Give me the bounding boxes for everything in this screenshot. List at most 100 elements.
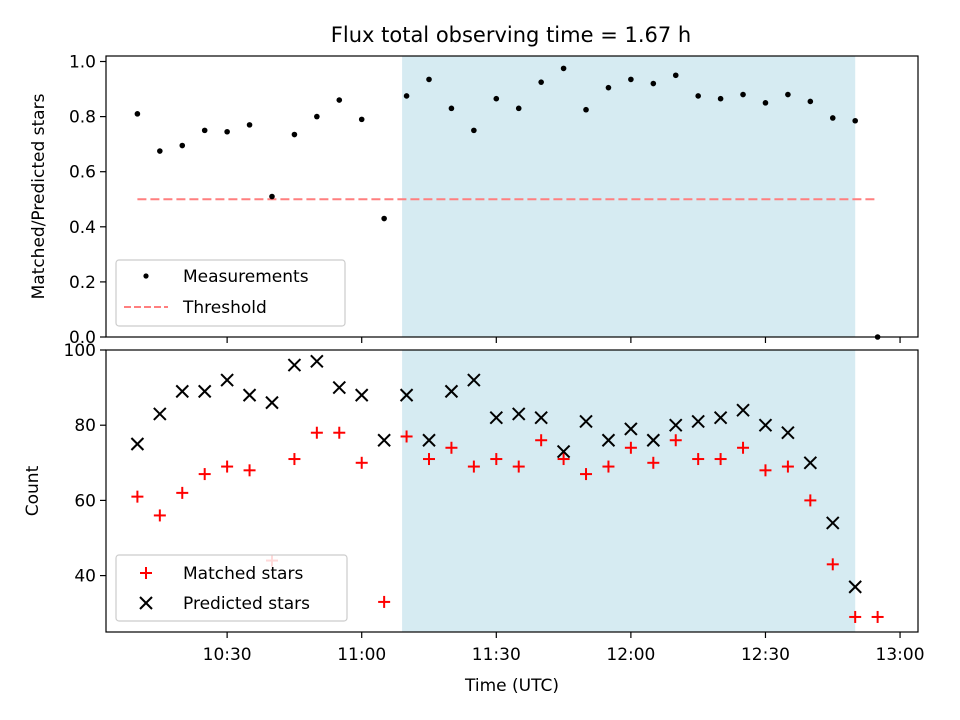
predicted-star-stroke-b — [601, 433, 616, 447]
matched-star-point — [781, 460, 794, 473]
matched-star-point — [176, 486, 189, 499]
predicted-star-stroke-b — [826, 516, 840, 530]
predicted-star-stroke-b — [355, 388, 369, 402]
y-tick-label: 1.0 — [69, 53, 96, 73]
predicted-star-stroke-b — [153, 407, 167, 421]
measurement-point — [336, 97, 343, 103]
top-panel: 0.0 0.2 0.4 0.6 0.8 1.0 Matched/Predicted sta… — [29, 53, 919, 348]
top-axes-frame — [105, 55, 919, 338]
measurement-point — [829, 115, 836, 121]
predicted-star-point — [242, 388, 257, 402]
predicted-star-point — [781, 426, 795, 440]
predicted-star-point — [399, 388, 414, 402]
bottom-x-axis: 10:30 11:00 11:30 12:00 12:30 13:00 — [203, 632, 925, 665]
predicted-star-point — [736, 403, 750, 417]
bottom-y-axis: 40 60 80 100 — [64, 341, 106, 587]
measurement-point — [515, 105, 522, 112]
matched-star-point — [310, 426, 323, 439]
measurement-point — [628, 76, 634, 83]
predicted-star-stroke-b — [130, 437, 145, 451]
matched-star-point — [378, 595, 391, 608]
observing-span-top — [402, 56, 856, 337]
predicted-star-point — [534, 410, 548, 425]
legend-predicted-marker — [139, 596, 153, 610]
predicted-star-stroke-b — [377, 433, 391, 447]
measurement-point — [291, 131, 298, 138]
matched-star-point — [647, 456, 660, 469]
bottom-legend: Matched stars Predicted stars — [115, 554, 348, 622]
matched-star-point — [692, 453, 705, 466]
measurement-point — [426, 76, 432, 83]
predicted-star-point — [803, 456, 818, 470]
measurement-point — [785, 91, 791, 98]
matched-star-point — [490, 453, 503, 466]
predicted-star-point — [422, 433, 436, 447]
x-tick-label: 11:00 — [337, 645, 386, 665]
predicted-star-stroke-b — [399, 388, 414, 402]
measurement-point — [740, 91, 746, 98]
y-tick-label: 0.4 — [69, 218, 96, 238]
bottom-axes-frame — [105, 349, 919, 633]
predicted-star-point — [601, 433, 616, 447]
predicted-star-point — [669, 418, 683, 432]
measurement-point — [717, 95, 724, 102]
predicted-star-point — [691, 414, 705, 429]
measurement-point — [179, 142, 186, 149]
measurement-point — [583, 106, 589, 113]
measurement-point — [246, 122, 253, 128]
predicted-star-point — [332, 380, 346, 395]
legend-measurements-marker — [143, 273, 149, 279]
predicted-star-point — [556, 444, 571, 459]
matched-star-point — [445, 441, 458, 454]
predicted-star-stroke-b — [467, 373, 481, 387]
predicted-star-stroke-b — [444, 384, 459, 399]
matched-star-point — [400, 430, 413, 443]
x-tick-label: 10:30 — [203, 645, 252, 665]
matched-star-point — [557, 453, 570, 466]
matched-star-point — [423, 453, 436, 466]
x-tick-label: 12:30 — [741, 645, 790, 665]
predicted-star-stroke-b — [265, 395, 279, 410]
measurement-point — [358, 116, 365, 123]
predicted-star-stroke-b — [220, 373, 234, 387]
predicted-star-stroke-b — [489, 410, 504, 425]
measurement-point — [852, 117, 858, 124]
matched-star-point — [512, 460, 525, 473]
predicted-star-point — [848, 580, 862, 594]
legend-measurements-label: Measurements — [183, 267, 309, 287]
matched-star-point — [624, 441, 637, 454]
measurement-point — [269, 193, 275, 200]
predicted-star-stroke-b — [310, 354, 324, 368]
matched-star-point — [737, 441, 750, 454]
matched-star-point — [535, 434, 548, 447]
predicted-star-stroke-b — [803, 456, 818, 470]
predicted-star-point — [377, 433, 391, 447]
matched-star-point — [871, 610, 884, 623]
chart-title: Flux total observing time = 1.67 h — [331, 23, 691, 47]
legend-matched-marker — [140, 567, 152, 579]
predicted-star-point — [265, 395, 279, 410]
predicted-star-point — [489, 410, 504, 425]
predicted-star-point — [758, 418, 773, 432]
predicted-star-point — [713, 410, 728, 425]
matched-star-point — [333, 426, 346, 439]
matched-star-point — [580, 468, 593, 481]
predicted-star-point — [220, 373, 234, 387]
bottom-y-axis-label: Count — [23, 465, 43, 516]
top-x-ticks — [226, 337, 901, 343]
matched-star-point — [221, 460, 234, 473]
predicted-star-stroke-b — [579, 414, 593, 429]
matched-star-point — [288, 453, 301, 466]
predicted-star-stroke-b — [556, 444, 571, 459]
top-legend: Measurements Threshold — [115, 259, 346, 327]
matched-star-point — [669, 434, 682, 447]
predicted-star-stroke-b — [287, 358, 302, 372]
predicted-star-stroke-b — [242, 388, 257, 402]
top-y-axis-label: Matched/Predicted stars — [29, 93, 49, 299]
predicted-star-point — [512, 407, 526, 421]
x-tick-label: 13:00 — [876, 645, 925, 665]
predicted-star-stroke-b — [691, 414, 705, 429]
matched-star-point — [131, 490, 144, 503]
y-tick-label: 0.2 — [69, 273, 96, 293]
